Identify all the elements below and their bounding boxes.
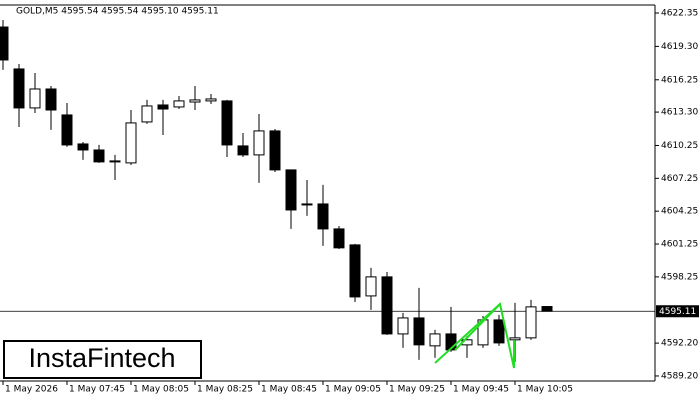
candle-body bbox=[445, 333, 457, 351]
candle-body bbox=[317, 203, 329, 230]
x-tick-label: 1 May 08:45 bbox=[261, 385, 317, 395]
x-tick-label: 1 May 09:25 bbox=[389, 385, 445, 395]
candle-body bbox=[237, 145, 249, 156]
x-tick-label: 1 May 10:05 bbox=[517, 385, 573, 395]
candle-body bbox=[93, 149, 105, 163]
y-tick-label: 4613.30 bbox=[661, 108, 698, 118]
current-price-box bbox=[656, 305, 699, 318]
y-tick-label: 4610.25 bbox=[661, 141, 698, 151]
candle-body bbox=[13, 68, 25, 109]
y-tick-label: 4607.25 bbox=[661, 174, 698, 184]
logo-box bbox=[3, 340, 202, 379]
candle-body bbox=[29, 88, 41, 109]
x-tick-label: 1 May 08:25 bbox=[197, 385, 253, 395]
candle-body bbox=[205, 98, 217, 102]
candle-body bbox=[349, 244, 361, 298]
y-tick-label: 4589.20 bbox=[661, 371, 698, 381]
x-tick-label: 1 May 09:05 bbox=[325, 385, 381, 395]
candle-body bbox=[381, 276, 393, 335]
candle-body bbox=[141, 105, 153, 123]
y-tick-label: 4616.25 bbox=[661, 75, 698, 85]
candle-body bbox=[45, 88, 57, 111]
current-price-label: 4595.11 bbox=[659, 307, 696, 317]
x-tick-label: 1 May 08:05 bbox=[133, 385, 189, 395]
pattern-line bbox=[454, 303, 501, 351]
watermark: InstaFintech bbox=[28, 343, 175, 373]
candle-body bbox=[429, 333, 441, 347]
candle-body bbox=[61, 114, 73, 146]
candle-body bbox=[525, 306, 537, 339]
candle-body bbox=[541, 306, 553, 312]
x-tick-label: 1 May 2026 bbox=[5, 385, 58, 395]
candle-body bbox=[269, 130, 281, 171]
candle-body bbox=[253, 130, 265, 156]
candle-body bbox=[285, 169, 297, 211]
candle-body bbox=[413, 317, 425, 346]
candle-body bbox=[189, 99, 201, 103]
candle-body bbox=[493, 319, 505, 344]
candle-body bbox=[0, 26, 9, 61]
y-tick-label: 4598.25 bbox=[661, 272, 698, 282]
y-tick-label: 4604.25 bbox=[661, 207, 698, 217]
chart-title: GOLD,M5 4595.54 4595.54 4595.10 4595.11 bbox=[16, 7, 219, 17]
y-tick-label: 4622.35 bbox=[661, 8, 698, 18]
candle-body bbox=[125, 122, 137, 164]
candle-body bbox=[509, 337, 521, 341]
candle-body bbox=[157, 104, 169, 110]
candle-body bbox=[221, 100, 233, 146]
candle-body bbox=[77, 143, 89, 151]
candle-body bbox=[365, 276, 377, 297]
y-tick-label: 4619.30 bbox=[661, 42, 698, 52]
x-tick-label: 1 May 07:45 bbox=[69, 385, 125, 395]
candle-body bbox=[173, 100, 185, 108]
candles bbox=[0, 20, 655, 362]
x-tick-label: 1 May 09:45 bbox=[453, 385, 509, 395]
candle-body bbox=[109, 160, 121, 163]
candle-body bbox=[301, 203, 313, 206]
y-tick-label: 4592.20 bbox=[661, 339, 698, 349]
candle-body bbox=[333, 228, 345, 249]
pattern-line bbox=[434, 302, 515, 369]
y-tick-label: 4601.25 bbox=[661, 240, 698, 250]
candle-body bbox=[397, 317, 409, 335]
